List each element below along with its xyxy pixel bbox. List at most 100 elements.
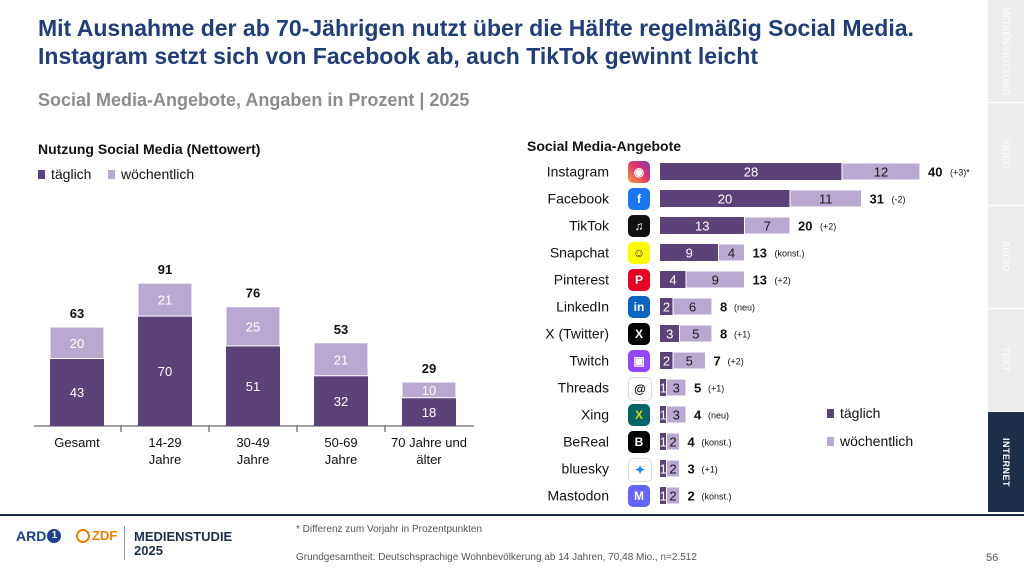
snapchat-icon: ☺ [628,242,650,264]
label-daily-platform-3: 9 [686,246,693,261]
bar-daily-platform-1 [660,190,790,207]
tab-mediennutzung-label: MEDIEN-NUTZUNG [1001,6,1011,96]
bar-daily-platform-7 [660,352,673,369]
tab-text[interactable]: TEXT [988,309,1024,412]
platform-usage-chart: Instagram 28 12 40 (+3)*Facebook 20 11 31 (-2)Ti… [545,162,970,505]
label-change-platform-8: (+1) [708,384,724,394]
category-label-3-1: Jahre [325,452,358,467]
label-change-platform-0: (+3)* [950,168,970,178]
legend-weekly-right: wöchentlich [827,433,913,449]
label-total-platform-4: 13 [753,273,767,288]
bereal-icon: B [628,431,650,453]
bar-daily-platform-2 [660,217,745,234]
label-weekly-platform-9: 3 [673,408,680,423]
label-total-platform-0: 40 [928,165,942,180]
bar-weekly-platform-0 [841,162,921,181]
label-change-platform-2: (+2) [820,222,836,232]
label-weekly-platform-10: 2 [669,435,676,450]
platform-label-3: Snapchat [550,245,609,261]
tab-mediennutzung[interactable]: MEDIEN-NUTZUNG [988,0,1024,103]
label-change-platform-9: (neu) [708,411,729,421]
mastodon-icon: M [628,485,650,507]
label-change-platform-12: (konst.) [702,492,732,502]
page-number: 56 [986,552,999,564]
bar-weekly-platform-1 [789,189,862,208]
twitch-icon: ▣ [628,350,650,372]
label-total-platform-10: 4 [688,435,696,450]
bar-weekly-platform-6 [679,324,713,343]
legend-weekly-swatch [108,169,115,179]
label-weekly-platform-6: 5 [692,327,699,342]
category-label-3-0: 50-69 [324,435,357,450]
label-daily-platform-4: 4 [669,273,676,288]
left-chart-title: Nutzung Social Media (Nettowert) [38,141,261,157]
label-change-platform-7: (+2) [728,357,744,367]
label-total-platform-6: 8 [720,327,727,342]
age-usage-chart: 43 20 63 Gesamt 70 21 91 14-29 Jahre 51 25 76 30-49 J… [34,262,474,467]
label-change-platform-4: (+2) [775,276,791,286]
footer-divider [0,514,1024,516]
brand-label: MEDIENSTUDIE 2025 [134,530,232,558]
bar-weekly-platform-11 [666,459,680,478]
brand-line-2: 2025 [134,543,163,558]
bar-weekly-platform-8 [666,378,687,397]
ard-logo: ARD 1 [16,528,62,544]
brand-line-1: MEDIENSTUDIE [134,529,233,544]
platform-label-11: bluesky [562,461,609,477]
zdf-logo-text: ZDF [92,528,118,543]
label-daily-0: 43 [70,385,84,400]
legend-daily-label: täglich [51,166,92,182]
label-change-platform-1: (-2) [892,195,906,205]
category-label-2-1: Jahre [237,452,270,467]
logo-divider [124,526,125,560]
category-label-2-0: 30-49 [236,435,269,450]
label-weekly-1: 21 [158,293,172,308]
label-total-2: 76 [246,286,260,301]
label-total-platform-7: 7 [714,354,721,369]
label-daily-2: 51 [246,379,260,394]
zdf-logo: ZDF [76,528,117,543]
tab-video[interactable]: VIDEO [988,103,1024,206]
label-daily-platform-12: 1 [660,489,667,504]
bar-daily-platform-10 [660,433,667,450]
bar-weekly-4 [401,381,457,399]
label-daily-platform-5: 2 [663,300,670,315]
bar-weekly-platform-2 [744,216,791,235]
platform-label-10: BeReal [563,434,609,450]
bar-daily-platform-12 [660,487,667,504]
label-total-platform-9: 4 [694,408,702,423]
label-total-platform-12: 2 [688,489,695,504]
label-change-platform-11: (+1) [702,465,718,475]
label-daily-platform-9: 1 [660,408,667,423]
tab-internet[interactable]: INTERNET [988,412,1024,513]
tab-text-label: TEXT [1001,347,1011,373]
label-daily-1: 70 [158,364,172,379]
label-daily-platform-11: 1 [660,462,667,477]
bar-weekly-platform-7 [672,351,706,370]
platform-label-6: X (Twitter) [545,326,609,342]
tab-video-label: VIDEO [1001,138,1011,170]
bar-weekly-platform-9 [666,405,687,424]
bar-weekly-platform-3 [718,243,745,262]
page-subtitle: Social Media-Angebote, Angaben in Prozen… [38,90,470,110]
tab-internet-label: INTERNET [1001,437,1011,487]
bar-daily-2 [226,345,280,426]
label-change-platform-3: (konst.) [775,249,805,259]
label-daily-platform-1: 20 [718,192,732,207]
category-label-4-1: älter [416,452,442,467]
instagram-icon: ◉ [628,161,650,183]
legend-daily-right-swatch [827,408,834,418]
bar-weekly-2 [225,306,281,347]
bar-daily-0 [50,358,104,426]
bar-weekly-platform-12 [666,486,680,505]
x-icon: X [628,323,650,345]
tab-audio[interactable]: AUDIO [988,206,1024,309]
platform-label-2: TikTok [569,218,610,234]
bar-daily-platform-3 [660,244,719,261]
label-total-platform-2: 20 [798,219,812,234]
label-change-platform-5: (neu) [734,303,755,313]
bar-weekly-platform-10 [666,432,680,451]
bar-daily-3 [314,375,368,426]
pinterest-icon: P [628,269,650,291]
threads-icon: @ [628,377,652,401]
